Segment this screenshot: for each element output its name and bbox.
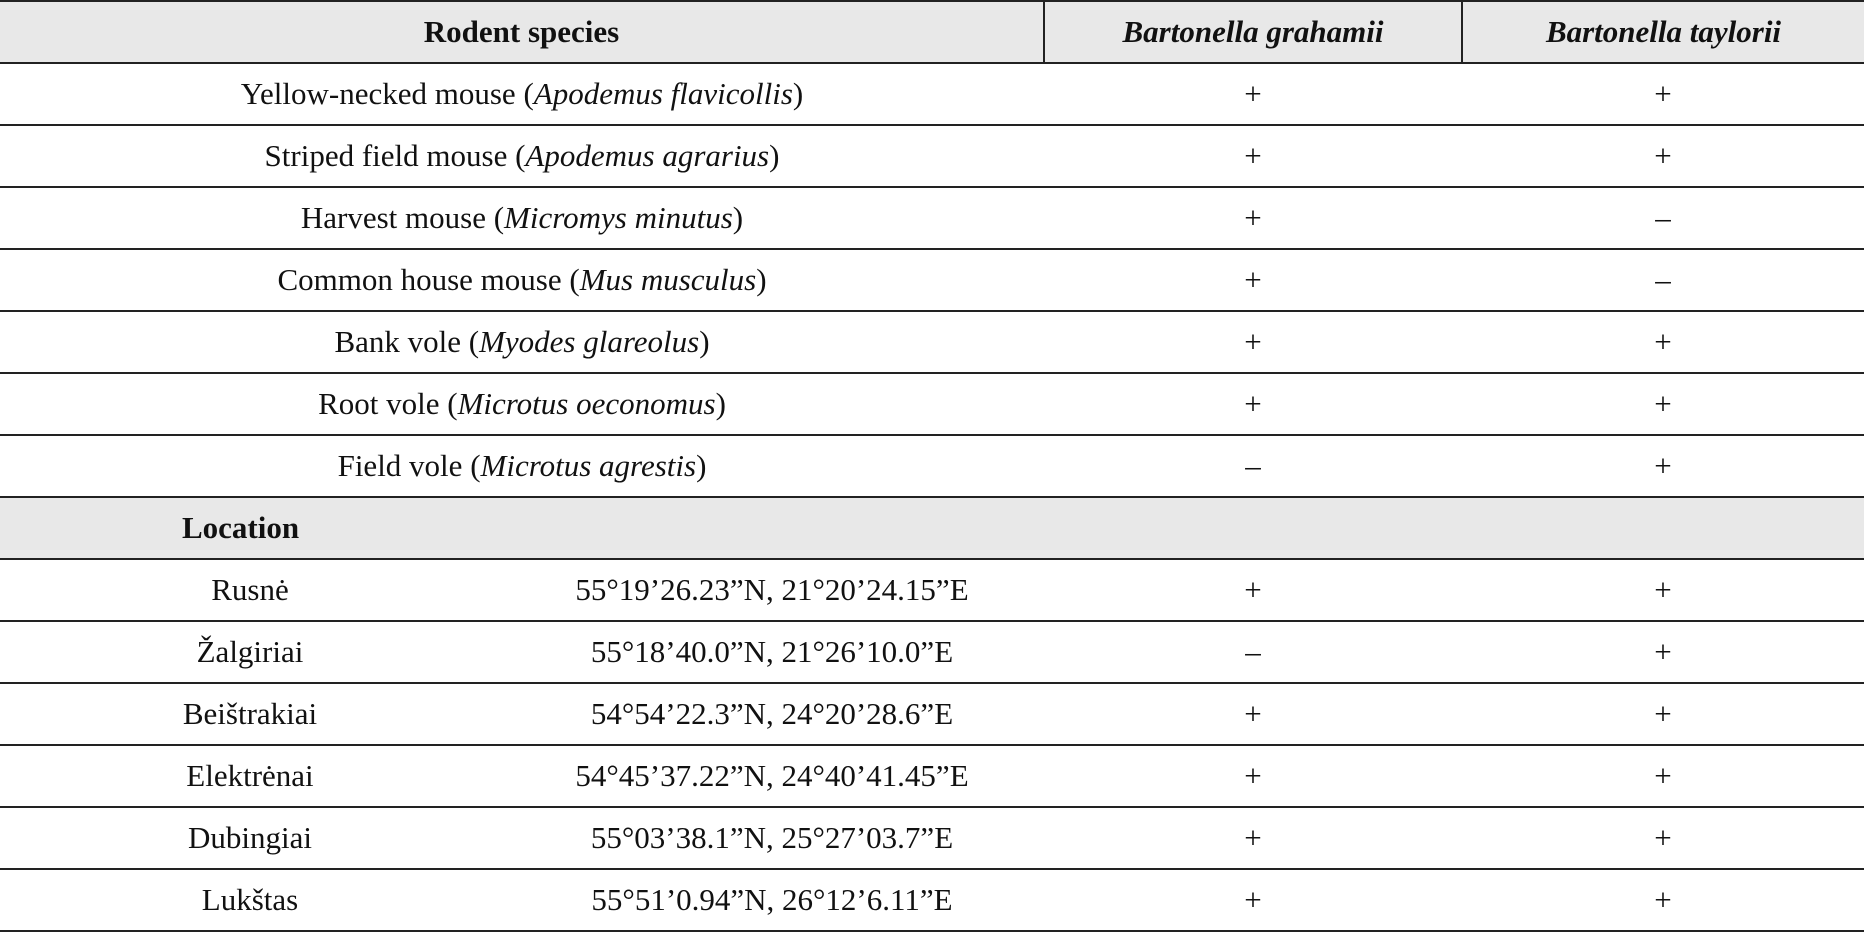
taylorii-result: + [1462,373,1864,436]
location-coordinates: 55°03’38.1”N, 25°27’03.7”E [500,807,1044,870]
location-name: Lukštas [0,869,500,932]
species-cell: Bank vole (Myodes glareolus) [0,311,1044,374]
table-row: Žalgiriai 55°18’40.0”N, 21°26’10.0”E – + [0,621,1864,684]
grahamii-result: + [1044,745,1462,808]
table-row: Bank vole (Myodes glareolus) + + [0,311,1864,374]
grahamii-result: + [1044,683,1462,746]
species-latin-name: Apodemus agrarius [525,138,770,173]
species-common-name: Yellow-necked mouse [240,76,516,111]
species-latin-name: Mus musculus [579,262,757,297]
table-row: Harvest mouse (Micromys minutus) + – [0,187,1864,250]
taylorii-result: + [1462,435,1864,498]
species-cell: Field vole (Microtus agrestis) [0,435,1044,498]
location-coordinates: 55°19’26.23”N, 21°20’24.15”E [500,559,1044,622]
grahamii-result: + [1044,869,1462,932]
species-cell: Common house mouse (Mus musculus) [0,249,1044,312]
grahamii-result: + [1044,63,1462,126]
taylorii-result: + [1462,745,1864,808]
grahamii-result: – [1044,621,1462,684]
table-row: Root vole (Microtus oeconomus) + + [0,373,1864,436]
taylorii-result: + [1462,311,1864,374]
grahamii-result: + [1044,807,1462,870]
table-row: Yellow-necked mouse (Apodemus flavicolli… [0,63,1864,126]
taylorii-result: – [1462,249,1864,312]
table-row: Field vole (Microtus agrestis) – + [0,435,1864,498]
table-row: Lukštas 55°51’0.94”N, 26°12’6.11”E + + [0,869,1864,932]
species-latin-name: Microtus oeconomus [457,386,716,421]
header-row: Rodent species Bartonella grahamii Barto… [0,0,1864,64]
species-latin-name: Microtus agrestis [480,448,697,483]
table-row: Beištrakiai 54°54’22.3”N, 24°20’28.6”E +… [0,683,1864,746]
location-name: Beištrakiai [0,683,500,746]
rodent-species-header: Rodent species [0,0,1044,64]
species-common-name: Bank vole [334,324,462,359]
grahamii-result: + [1044,125,1462,188]
location-name: Žalgiriai [0,621,500,684]
taylorii-result: + [1462,125,1864,188]
bartonella-grahamii-header: Bartonella grahamii [1043,0,1462,64]
species-common-name: Field vole [337,448,463,483]
table-row: Common house mouse (Mus musculus) + – [0,249,1864,312]
location-coordinates: 54°54’22.3”N, 24°20’28.6”E [500,683,1044,746]
table-row: Rusnė 55°19’26.23”N, 21°20’24.15”E + + [0,559,1864,622]
species-cell: Root vole (Microtus oeconomus) [0,373,1044,436]
grahamii-result: + [1044,559,1462,622]
species-latin-name: Myodes glareolus [479,324,700,359]
location-section-row: Location [0,497,1864,560]
taylorii-result: + [1462,621,1864,684]
species-common-name: Striped field mouse [264,138,508,173]
grahamii-result: + [1044,311,1462,374]
species-latin-name: Micromys minutus [504,200,733,235]
location-name: Dubingiai [0,807,500,870]
location-coordinates: 55°18’40.0”N, 21°26’10.0”E [500,621,1044,684]
taylorii-result: – [1462,187,1864,250]
taylorii-result: + [1462,63,1864,126]
species-common-name: Harvest mouse [300,200,486,235]
taylorii-result: + [1462,683,1864,746]
bartonella-taylorii-header: Bartonella taylorii [1461,0,1864,64]
location-name: Rusnė [0,559,500,622]
species-latin-name: Apodemus flavicollis [533,76,793,111]
table-row: Elektrėnai 54°45’37.22”N, 24°40’41.45”E … [0,745,1864,808]
species-cell: Striped field mouse (Apodemus agrarius) [0,125,1044,188]
location-coordinates: 55°51’0.94”N, 26°12’6.11”E [500,869,1044,932]
location-coordinates: 54°45’37.22”N, 24°40’41.45”E [500,745,1044,808]
taylorii-result: + [1462,807,1864,870]
location-name: Elektrėnai [0,745,500,808]
species-common-name: Common house mouse [277,262,562,297]
species-common-name: Root vole [318,386,440,421]
table-row: Striped field mouse (Apodemus agrarius) … [0,125,1864,188]
taylorii-result: + [1462,559,1864,622]
table-row: Dubingiai 55°03’38.1”N, 25°27’03.7”E + + [0,807,1864,870]
grahamii-result: + [1044,373,1462,436]
location-section-label: Location [0,497,1864,560]
species-cell: Harvest mouse (Micromys minutus) [0,187,1044,250]
grahamii-result: + [1044,249,1462,312]
taylorii-result: + [1462,869,1864,932]
grahamii-result: + [1044,187,1462,250]
grahamii-result: – [1044,435,1462,498]
species-cell: Yellow-necked mouse (Apodemus flavicolli… [0,63,1044,126]
